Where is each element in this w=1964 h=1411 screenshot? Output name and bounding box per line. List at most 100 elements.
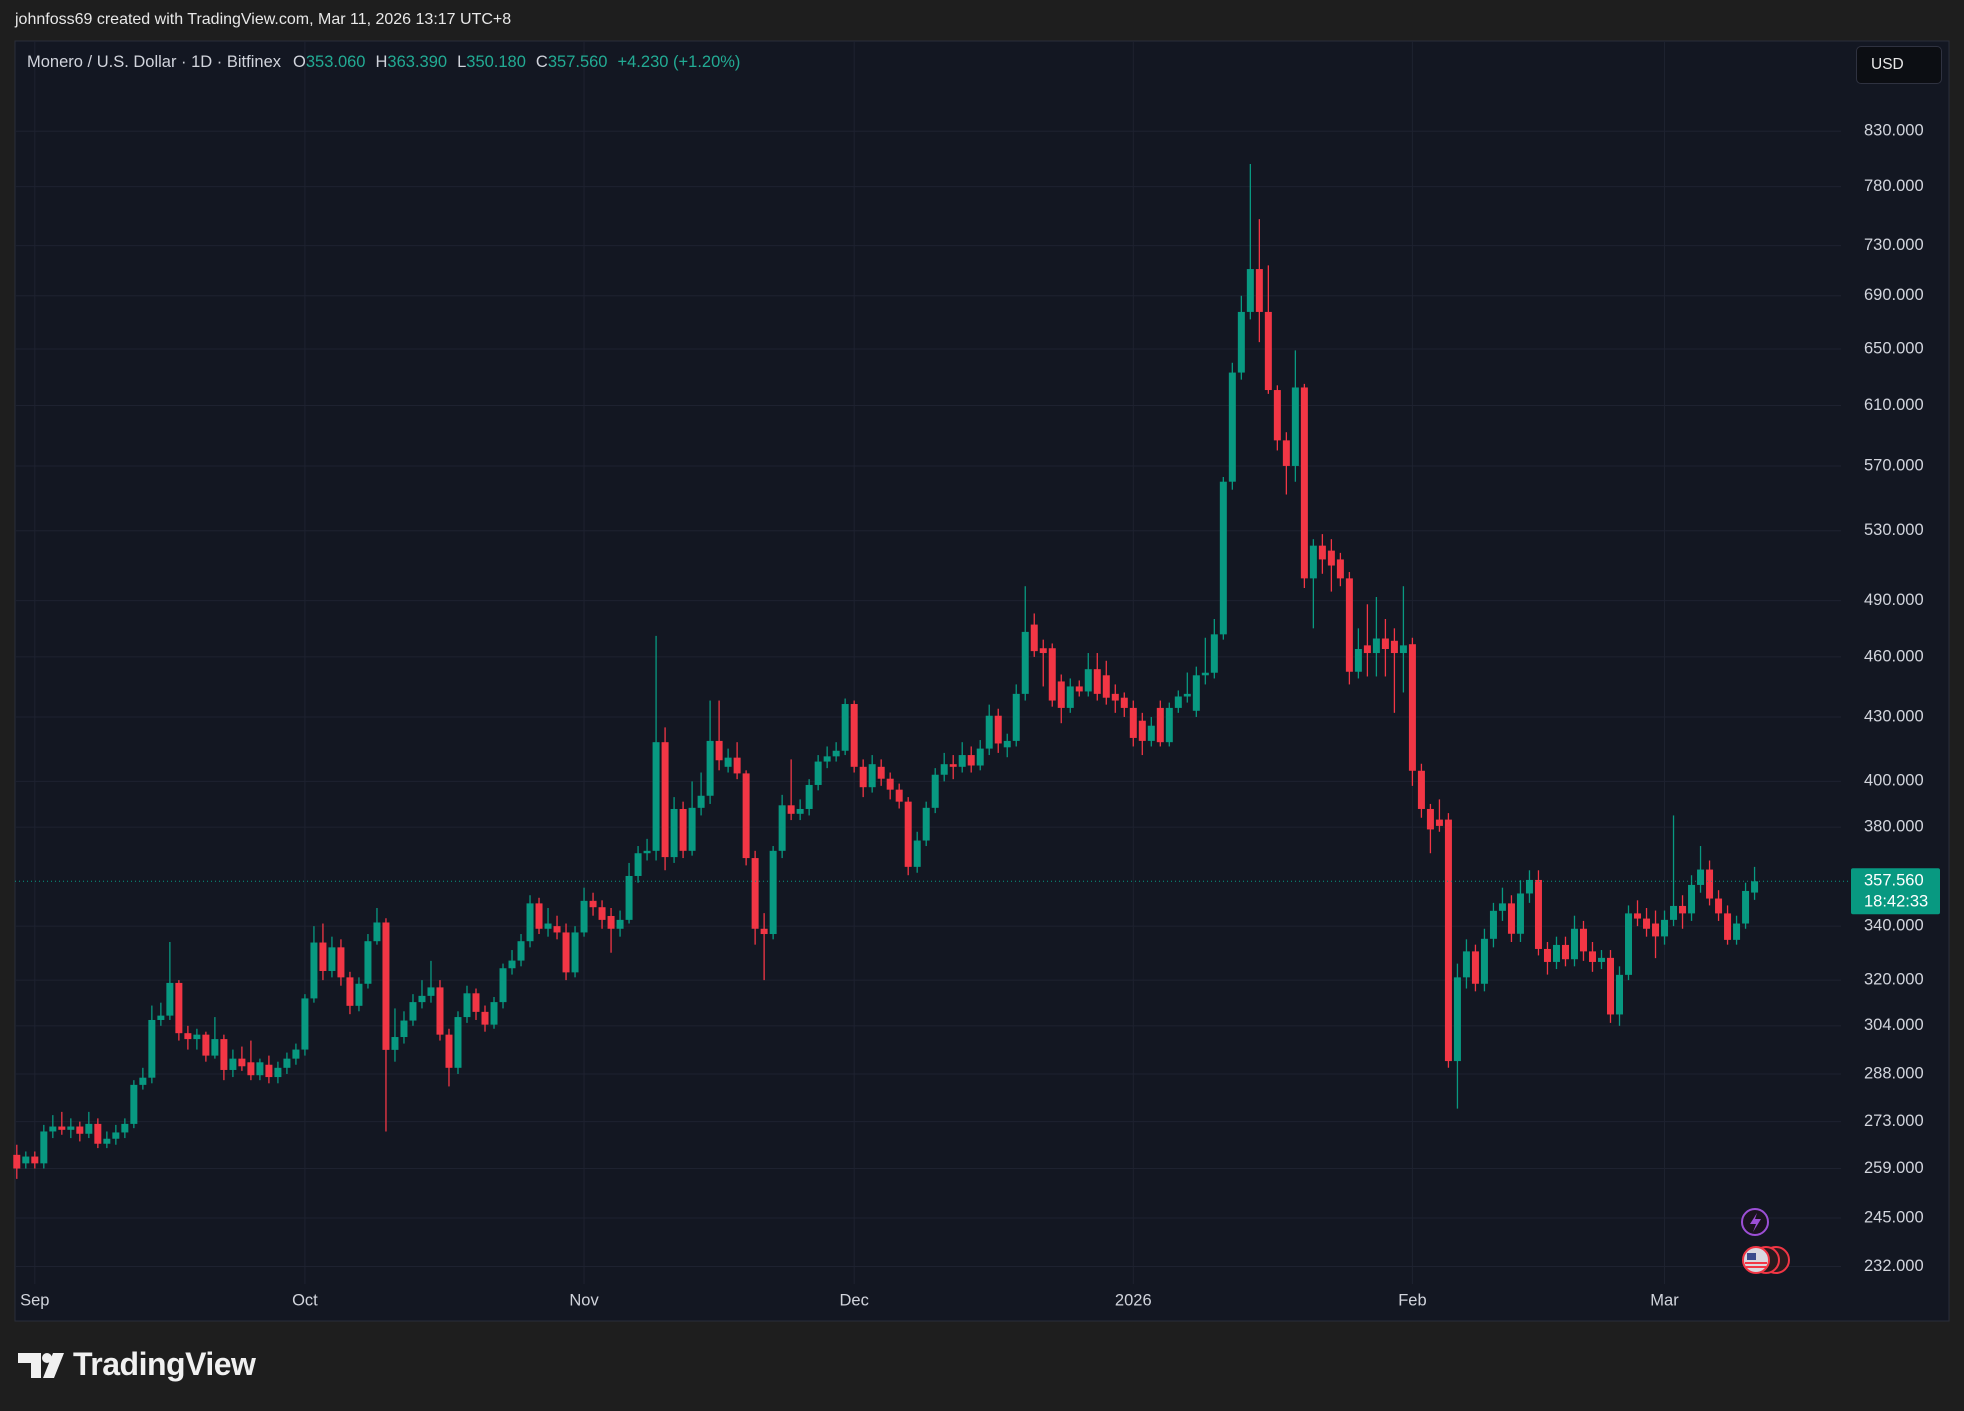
y-tick-label: 530.000 — [1864, 521, 1924, 539]
candle-body — [580, 900, 588, 933]
candle-body — [1625, 913, 1633, 975]
y-tick-label: 650.000 — [1864, 339, 1924, 357]
candle-body — [517, 941, 525, 961]
brand: TradingView — [73, 1346, 256, 1382]
candle-body — [760, 928, 768, 935]
candle-body — [931, 774, 939, 808]
candle-body — [1372, 638, 1380, 654]
candle-body — [967, 755, 975, 766]
candle-body — [526, 903, 534, 942]
candle-body — [895, 789, 903, 802]
candle-body — [787, 805, 795, 814]
candle-body — [634, 853, 642, 876]
candle-body — [1219, 481, 1227, 635]
candle-body — [472, 993, 480, 1012]
y-tick-label: 259.000 — [1864, 1159, 1924, 1177]
y-tick-label: 690.000 — [1864, 286, 1924, 304]
candle-body — [913, 840, 921, 867]
candle-body — [922, 807, 930, 841]
candle-body — [598, 907, 606, 920]
candle-body — [1318, 545, 1326, 560]
candle-body — [1381, 638, 1389, 650]
logo-part — [43, 1353, 64, 1378]
candle-body — [661, 742, 669, 858]
candle-body — [328, 947, 336, 971]
candle-body — [436, 987, 444, 1035]
candle-body — [1634, 913, 1642, 919]
y-tick-label: 400.000 — [1864, 772, 1924, 790]
legend-change: +4.230 (+1.20%) — [617, 53, 741, 71]
candle-body — [274, 1067, 282, 1078]
y-tick-label: 570.000 — [1864, 456, 1924, 474]
legend-key: O — [293, 53, 306, 71]
candle-body — [814, 761, 822, 785]
candle-body — [1453, 977, 1461, 1062]
candle-body — [571, 932, 579, 973]
candle-body — [229, 1058, 237, 1070]
candle-body — [1030, 624, 1038, 652]
candle-body — [1462, 951, 1470, 978]
candle-body — [409, 1002, 417, 1021]
y-tick-label: 273.000 — [1864, 1112, 1924, 1130]
y-tick-label: 430.000 — [1864, 707, 1924, 725]
candle-body — [1210, 634, 1218, 673]
candle-body — [1336, 559, 1344, 579]
candle-body — [364, 941, 372, 984]
legend-key: C — [535, 53, 548, 71]
candle-body — [823, 756, 831, 762]
candle-body — [202, 1034, 210, 1056]
candle-body — [499, 968, 507, 1003]
x-tick-label: Sep — [20, 1291, 49, 1309]
candle-body — [31, 1156, 39, 1164]
candle-body — [715, 740, 723, 761]
candle-body — [1724, 913, 1732, 940]
candle-body — [1688, 884, 1696, 914]
candle-body — [1327, 550, 1335, 566]
candle-body — [256, 1062, 264, 1076]
candle-body — [1543, 948, 1551, 962]
y-tick-label: 304.000 — [1864, 1016, 1924, 1034]
candle-body — [769, 850, 777, 935]
candle-body — [1390, 640, 1398, 654]
chart-panel — [14, 40, 1950, 1322]
candle-body — [751, 858, 759, 929]
y-tick-label: 245.000 — [1864, 1208, 1924, 1226]
candle-body — [1489, 910, 1497, 939]
axes: 232.000 245.000 259.000 273.000 288.000 304.0… — [15, 122, 1940, 1309]
candle-body — [1291, 387, 1299, 466]
candle-body — [652, 742, 660, 851]
legend-value: 350.180 — [466, 53, 526, 71]
candle-body — [1111, 693, 1119, 701]
candle-body — [373, 922, 381, 942]
y-tick-label: 490.000 — [1864, 591, 1924, 609]
candle-body — [211, 1039, 219, 1056]
candle-body — [238, 1058, 246, 1067]
candle-body — [1363, 645, 1371, 654]
candle-body — [103, 1138, 111, 1144]
candle-body — [868, 764, 876, 788]
candle-body — [49, 1126, 57, 1132]
legend-value: 357.560 — [547, 53, 608, 71]
candle-body — [778, 805, 786, 851]
candle-body — [319, 942, 327, 971]
candle-body — [112, 1132, 120, 1139]
candle-body — [1066, 686, 1074, 708]
x-tick-label: Feb — [1398, 1291, 1426, 1309]
candle-body — [1093, 669, 1101, 694]
candle-body — [13, 1154, 21, 1169]
candle-body — [1444, 819, 1452, 1062]
candle-body — [247, 1062, 255, 1076]
candles — [13, 164, 1759, 1179]
candle-body — [454, 1017, 462, 1068]
candle-body — [1570, 928, 1578, 960]
candle-body — [1742, 890, 1750, 924]
legend-item: L350.180 — [457, 53, 526, 72]
y-tick-label: 730.000 — [1864, 236, 1924, 254]
candle-body — [1120, 697, 1128, 708]
flag-canton — [1747, 1253, 1756, 1260]
candle-body — [1661, 919, 1669, 937]
candle-body — [850, 704, 858, 767]
candle-body — [994, 715, 1002, 744]
currency-button[interactable]: USD — [1856, 46, 1942, 84]
